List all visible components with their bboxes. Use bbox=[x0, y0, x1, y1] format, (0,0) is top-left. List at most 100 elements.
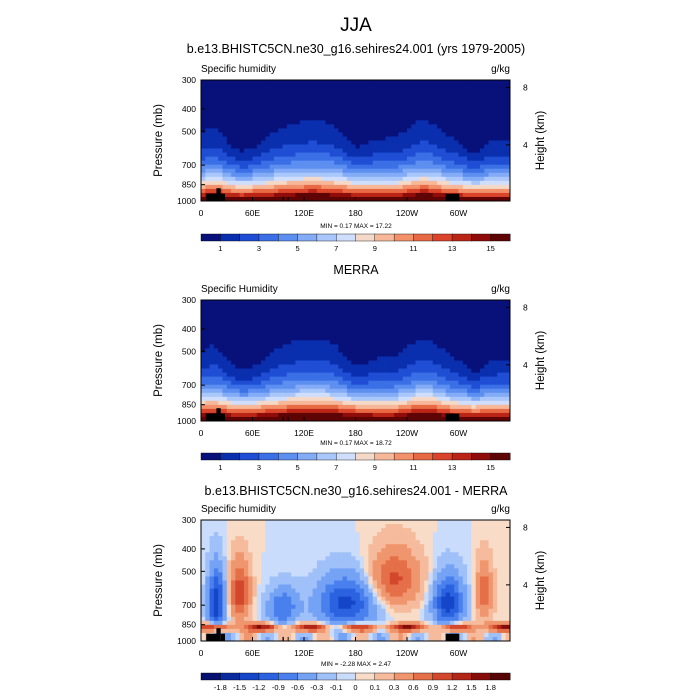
heatmap-cell bbox=[295, 180, 301, 186]
heatmap-cell bbox=[248, 344, 253, 349]
heatmap-cell bbox=[394, 196, 399, 202]
heatmap-cell bbox=[291, 532, 296, 537]
heatmap-cell bbox=[492, 304, 498, 309]
heatmap-cell bbox=[437, 104, 442, 109]
heatmap-cell bbox=[488, 96, 494, 101]
heatmap-cell bbox=[252, 396, 258, 402]
heatmap-cell bbox=[351, 416, 356, 422]
heatmap-cell bbox=[394, 188, 399, 194]
heatmap-cell bbox=[488, 396, 494, 402]
heatmap-cell bbox=[364, 536, 369, 541]
heatmap-cell bbox=[218, 168, 223, 174]
heatmap-cell bbox=[209, 300, 215, 305]
heatmap-cell bbox=[407, 408, 412, 414]
heatmap-cell bbox=[475, 400, 481, 406]
heatmap-cell bbox=[441, 88, 447, 93]
heatmap-cell bbox=[355, 396, 361, 402]
heatmap-cell bbox=[415, 84, 421, 89]
heatmap-cell bbox=[201, 532, 206, 537]
heatmap-cell bbox=[248, 168, 253, 174]
heatmap-cell bbox=[231, 308, 236, 313]
heatmap-cell bbox=[437, 96, 442, 101]
heatmap-cell bbox=[359, 316, 365, 321]
heatmap-cell bbox=[282, 368, 288, 373]
heatmap-cell bbox=[243, 328, 249, 333]
heatmap-cell bbox=[368, 536, 374, 541]
heatmap-cell bbox=[394, 92, 399, 97]
heatmap-cell bbox=[437, 416, 442, 422]
heatmap-cell bbox=[505, 364, 511, 369]
heatmap-cell bbox=[484, 140, 489, 145]
heatmap-cell bbox=[338, 100, 344, 105]
heatmap-cell bbox=[458, 396, 464, 402]
heatmap-cell bbox=[286, 532, 292, 537]
heatmap-cell bbox=[261, 120, 266, 125]
heatmap-cell bbox=[462, 88, 468, 93]
heatmap-cell bbox=[415, 312, 421, 317]
heatmap-cell bbox=[381, 332, 386, 337]
heatmap-cell bbox=[209, 324, 215, 329]
heatmap-cell bbox=[256, 140, 262, 145]
heatmap-cell bbox=[389, 360, 395, 365]
heatmap-cell bbox=[286, 360, 292, 365]
heatmap-cell bbox=[338, 124, 344, 129]
heatmap-cell bbox=[402, 316, 408, 321]
heatmap-cell bbox=[316, 116, 322, 121]
heatmap-cell bbox=[381, 168, 386, 174]
heatmap-cell bbox=[389, 376, 395, 382]
heatmap-cell bbox=[432, 164, 438, 170]
heatmap-cell bbox=[273, 132, 279, 137]
heatmap-cell bbox=[376, 132, 382, 137]
heatmap-cell bbox=[441, 104, 447, 109]
heatmap-cell bbox=[368, 128, 374, 133]
heatmap-cell bbox=[428, 532, 434, 537]
heatmap-cell bbox=[398, 168, 404, 174]
heatmap-cell bbox=[286, 172, 292, 178]
heatmap-cell bbox=[368, 188, 374, 194]
heatmap-cell bbox=[321, 356, 326, 361]
heatmap-cell bbox=[325, 328, 331, 333]
heatmap-cell bbox=[209, 120, 215, 125]
heatmap-cell bbox=[282, 160, 288, 166]
heatmap-cell bbox=[449, 104, 455, 109]
heatmap-cell bbox=[235, 368, 241, 373]
heatmap-cell bbox=[479, 388, 485, 394]
heatmap-cell bbox=[334, 176, 339, 182]
heatmap-cell bbox=[291, 164, 296, 170]
heatmap-cell bbox=[201, 348, 206, 353]
heatmap-cell bbox=[411, 196, 416, 202]
heatmap-cell bbox=[454, 84, 459, 89]
heatmap-cell bbox=[381, 304, 386, 309]
heatmap-cell bbox=[355, 300, 361, 305]
heatmap-cell bbox=[454, 352, 459, 357]
heatmap-cell bbox=[235, 144, 241, 149]
heatmap-cell bbox=[454, 344, 459, 349]
heatmap-cell bbox=[265, 352, 271, 357]
heatmap-cell bbox=[295, 336, 301, 341]
heatmap-cell bbox=[432, 100, 438, 105]
heatmap-cell bbox=[295, 136, 301, 141]
heatmap-cell bbox=[411, 380, 416, 386]
heatmap-cell bbox=[428, 396, 434, 402]
heatmap-cell bbox=[334, 400, 339, 406]
heatmap-cell bbox=[269, 136, 275, 141]
heatmap-cell bbox=[364, 392, 369, 398]
heatmap-cell bbox=[205, 96, 210, 101]
heatmap-cell bbox=[415, 416, 421, 422]
heatmap-cell bbox=[385, 380, 391, 386]
heatmap-cell bbox=[226, 316, 232, 321]
heatmap-cell bbox=[428, 308, 434, 313]
topography-mask bbox=[445, 413, 460, 421]
heatmap-cell bbox=[243, 408, 249, 414]
heatmap-cell bbox=[329, 172, 335, 178]
heatmap-cell bbox=[201, 544, 206, 549]
heatmap-cell bbox=[484, 136, 489, 141]
heatmap-cell bbox=[359, 528, 365, 533]
heatmap-cell bbox=[488, 348, 494, 353]
heatmap-cell bbox=[316, 380, 322, 386]
heatmap-cell bbox=[299, 548, 305, 553]
heatmap-cell bbox=[376, 152, 382, 158]
heatmap-cell bbox=[334, 316, 339, 321]
heatmap-cell bbox=[295, 548, 301, 553]
heatmap-cell bbox=[355, 360, 361, 365]
